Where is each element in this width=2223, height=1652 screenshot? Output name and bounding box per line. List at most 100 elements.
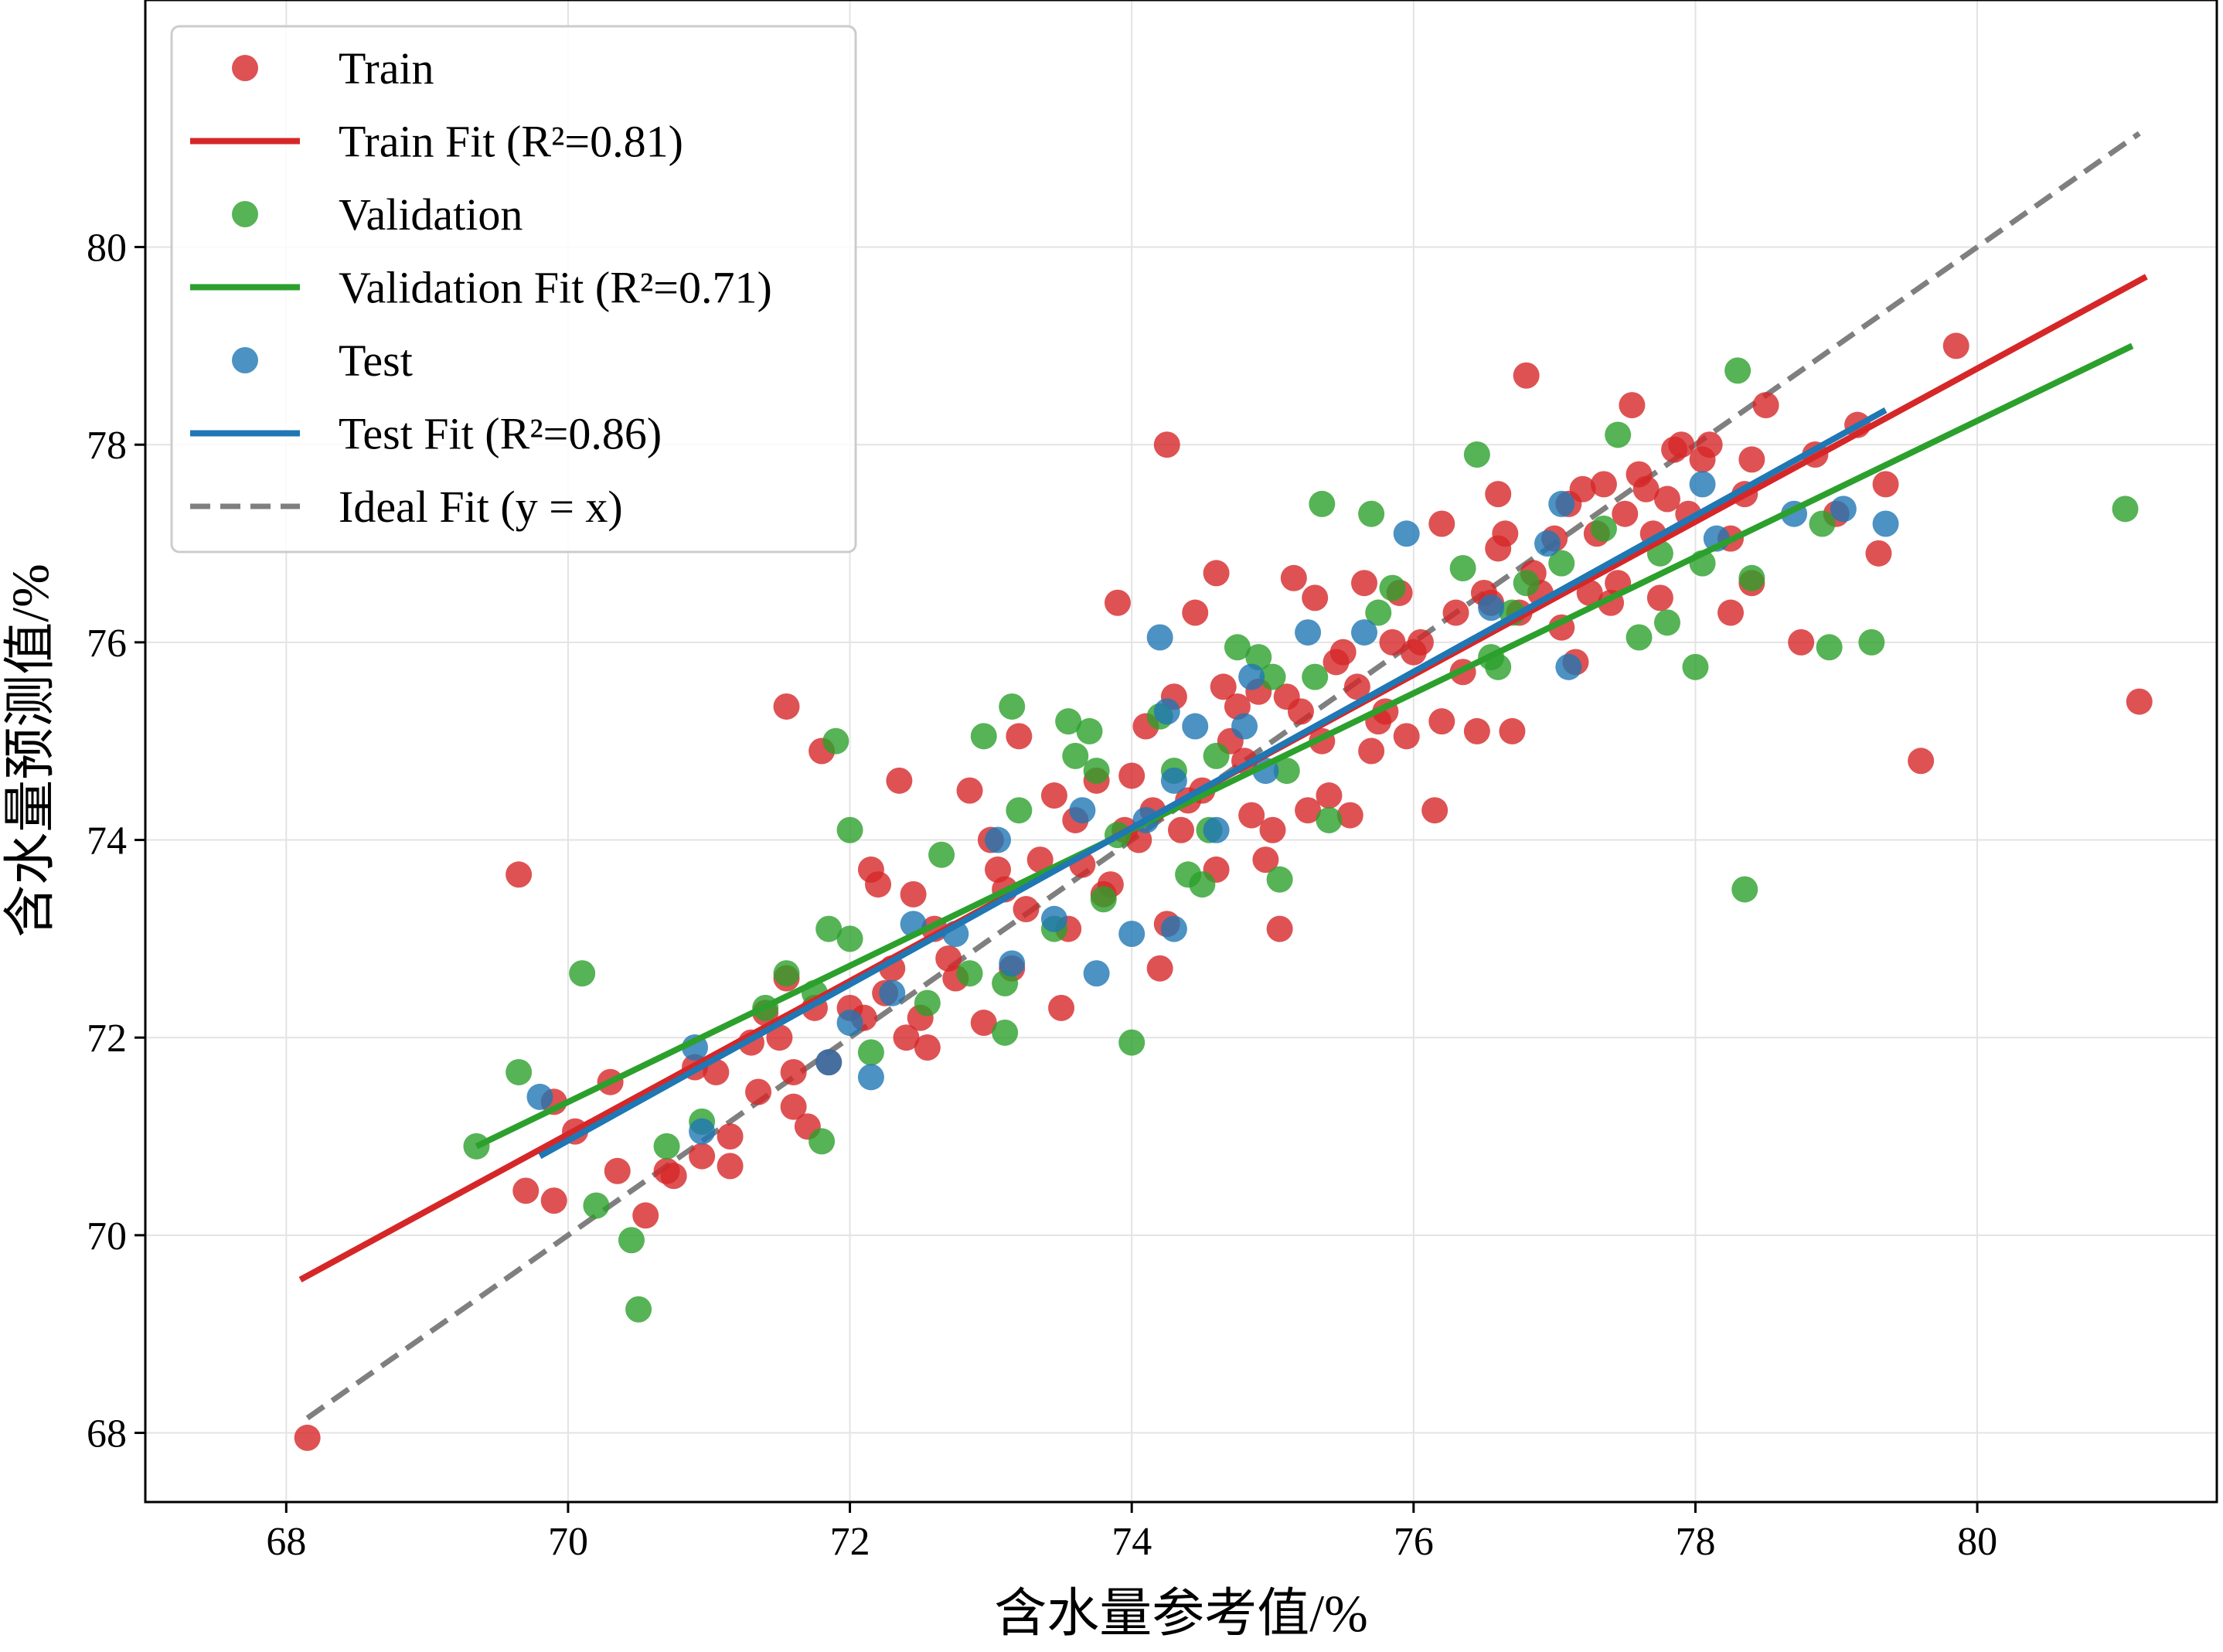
train-point — [1295, 797, 1322, 824]
validation-point — [999, 693, 1026, 720]
validation-point — [1273, 758, 1300, 785]
validation-point — [1083, 758, 1110, 785]
axis-ticks: 68 70 72 74 76 78 80 68 70 72 74 76 78 80 — [87, 227, 1997, 1564]
test-point — [1231, 713, 1258, 740]
train-point — [1788, 628, 1815, 656]
train-point — [1463, 717, 1490, 744]
legend-item-train: Train — [232, 43, 434, 94]
train-point — [1266, 915, 1293, 942]
train-point — [1048, 994, 1075, 1021]
train-point — [1224, 693, 1251, 720]
test-point — [1083, 960, 1110, 987]
validation-point — [506, 1058, 533, 1085]
train-point — [1259, 816, 1286, 843]
train-point — [1632, 475, 1660, 502]
legend-box — [170, 25, 857, 554]
validation-point — [1809, 510, 1836, 537]
validation-point — [1076, 717, 1103, 744]
test-point — [1295, 619, 1322, 646]
train-point — [506, 861, 533, 888]
train-point — [1908, 748, 1935, 775]
train-point — [1407, 628, 1434, 656]
legend-marker — [232, 55, 258, 81]
validation-point — [569, 960, 596, 987]
validation-point — [809, 1128, 836, 1155]
test-point — [1534, 530, 1561, 557]
validation-point — [618, 1227, 645, 1254]
validation-point — [583, 1192, 610, 1219]
validation-point — [1858, 628, 1885, 656]
train-point — [893, 1024, 920, 1051]
train-point — [1428, 510, 1455, 537]
test-point — [1160, 915, 1187, 942]
validation-point — [1259, 663, 1286, 690]
legend-label: Validation — [339, 189, 523, 240]
legend-label: Train — [339, 43, 434, 94]
train-point — [1351, 570, 1378, 597]
test-point — [1548, 490, 1575, 517]
validation-point — [970, 723, 997, 750]
train-point — [1104, 589, 1131, 616]
validation-point — [1224, 634, 1251, 661]
legend-label: Test Fit (R²=0.86) — [339, 409, 662, 459]
x-tick-label: 74 — [1112, 1520, 1152, 1564]
test-point — [1478, 594, 1505, 622]
plot-frame — [144, 0, 2218, 1504]
test-point — [526, 1083, 553, 1110]
validation-point — [1245, 644, 1272, 671]
train-point — [1329, 639, 1357, 666]
test-point — [1689, 471, 1716, 498]
train-point — [1738, 446, 1765, 473]
train-point — [780, 1093, 807, 1120]
validation-point — [1816, 634, 1843, 661]
validation-point — [992, 1019, 1019, 1046]
validation-point — [928, 841, 955, 868]
train-point — [1612, 500, 1639, 527]
test-point — [1393, 520, 1420, 547]
legend-item-test-fit: Test Fit (R²=0.86) — [190, 409, 662, 459]
test-point — [1040, 905, 1067, 932]
train-point — [540, 1187, 567, 1214]
train-point — [1118, 762, 1146, 789]
train-point — [1379, 628, 1406, 656]
train-point — [773, 693, 800, 720]
x-tick-label: 72 — [830, 1520, 870, 1564]
legend-label: Test — [339, 336, 413, 386]
test-fit-line — [538, 407, 1888, 1160]
validation-point — [1731, 876, 1758, 903]
train-point — [1668, 431, 1695, 458]
validation-point — [1309, 490, 1336, 517]
test-point — [1555, 653, 1582, 680]
legend-item-train-fit: Train Fit (R²=0.81) — [190, 117, 683, 167]
legend-label: Train Fit (R²=0.81) — [339, 117, 683, 167]
x-tick-label: 80 — [1957, 1520, 1997, 1564]
test-point — [1872, 510, 1899, 537]
test-point — [1238, 663, 1265, 690]
train-point — [1280, 564, 1307, 591]
train-point — [1619, 392, 1646, 419]
legend-item-validation-fit: Validation Fit (R²=0.71) — [190, 263, 772, 313]
test-point — [1146, 624, 1173, 651]
test-series — [526, 471, 1899, 1145]
y-axis-title: 含水量预测值/% — [1, 564, 60, 938]
train-point — [956, 777, 983, 804]
train-point — [1576, 579, 1603, 606]
train-point — [1252, 846, 1279, 874]
validation-fit-line — [475, 342, 2134, 1150]
train-point — [717, 1123, 744, 1150]
validation-point — [1485, 653, 1512, 680]
train-point — [1358, 737, 1385, 765]
validation-point — [815, 915, 843, 942]
validation-point — [1653, 609, 1680, 636]
train-point — [1393, 723, 1420, 750]
x-tick-label: 68 — [266, 1520, 306, 1564]
train-point — [865, 871, 892, 898]
train-point — [1210, 673, 1237, 700]
validation-point — [653, 1133, 680, 1160]
validation-point — [857, 1039, 884, 1066]
train-point — [1499, 717, 1526, 744]
train-point — [1013, 896, 1040, 923]
y-tick-label: 78 — [87, 424, 127, 468]
y-tick-label: 74 — [87, 819, 127, 863]
